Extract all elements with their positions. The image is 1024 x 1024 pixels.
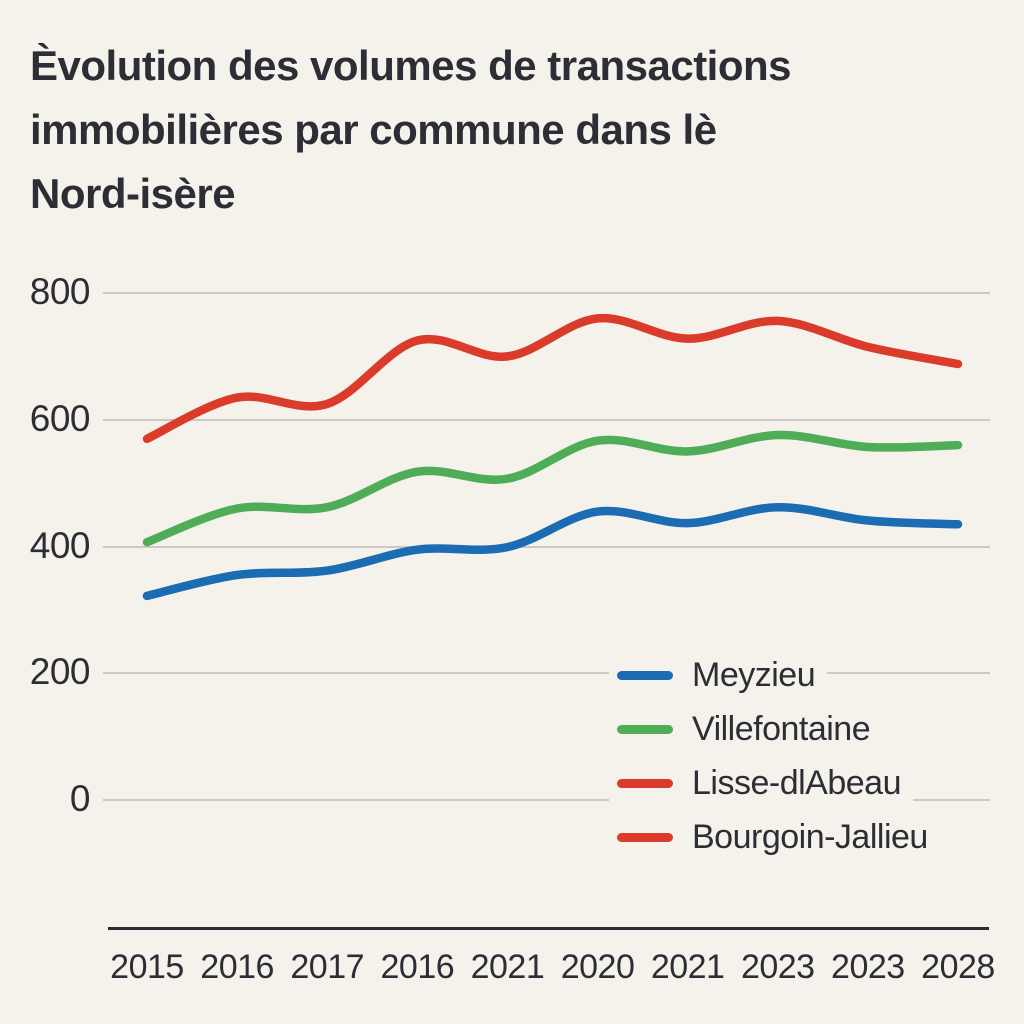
y-axis-tick-label: 200 (29, 651, 91, 693)
y-axis-tick-label: 400 (29, 524, 91, 566)
chart-title-line-1: Èvolution des volumes de transactions (30, 42, 792, 89)
legend-label: Villefontaine (692, 709, 871, 748)
y-axis-tick-label: 0 (69, 778, 91, 819)
legend-line-swatch (617, 670, 673, 680)
gridline-y-200 (103, 672, 990, 675)
gridline-y-0 (103, 799, 990, 801)
y-axis-tick-label: 600 (29, 397, 91, 439)
legend-line-swatch (617, 724, 673, 734)
x-axis-tick-label: 2021 (650, 948, 725, 986)
legend-line-swatch (617, 778, 673, 788)
chart-title: Èvolution des volumes de transactions im… (30, 34, 960, 226)
legend-line-swatch (617, 832, 673, 842)
gridline-y-400 (103, 545, 990, 548)
legend-label: Bourgoin-Jallieu (692, 817, 928, 856)
legend-label: Lisse-dlAbeau (692, 763, 901, 802)
gridline-y-800 (103, 292, 990, 294)
x-axis-tick-label: 2023 (831, 948, 905, 986)
legend-item: Villefontaine (609, 708, 883, 750)
legend-label: Meyzieu (692, 655, 816, 694)
gridline-y-600 (103, 418, 990, 421)
chart-title-line-3: Nord-isère (30, 170, 236, 217)
series-line-villefontaine (142, 430, 963, 547)
y-axis-tick-label: 800 (29, 271, 91, 312)
legend-item: Bourgoin-Jallieu (609, 816, 940, 858)
legend-item: Lisse-dlAbeau (609, 762, 913, 804)
x-axis-line (108, 927, 989, 930)
x-axis-tick-label: 2028 (921, 948, 995, 986)
legend-item: Meyzieu (609, 654, 828, 696)
chart-legend: Meyzieu Villefontaine Lisse-dlAbeau Bourgoi… (609, 654, 940, 870)
x-axis-tick-label: 2016 (380, 948, 455, 986)
x-axis-tick-label: 2015 (110, 948, 184, 986)
series-line-meyzieu (142, 502, 963, 601)
chart-title-line-2: immobilières par commune dans lè (30, 106, 717, 153)
x-axis-tick-label: 2021 (470, 948, 545, 986)
series-line-lisse-dlabeau (142, 313, 963, 444)
x-axis-tick-label: 2020 (560, 948, 635, 986)
x-axis-tick-label: 2016 (200, 948, 274, 986)
x-axis-tick-label: 2017 (290, 948, 365, 986)
x-axis-tick-label: 2023 (740, 948, 815, 986)
